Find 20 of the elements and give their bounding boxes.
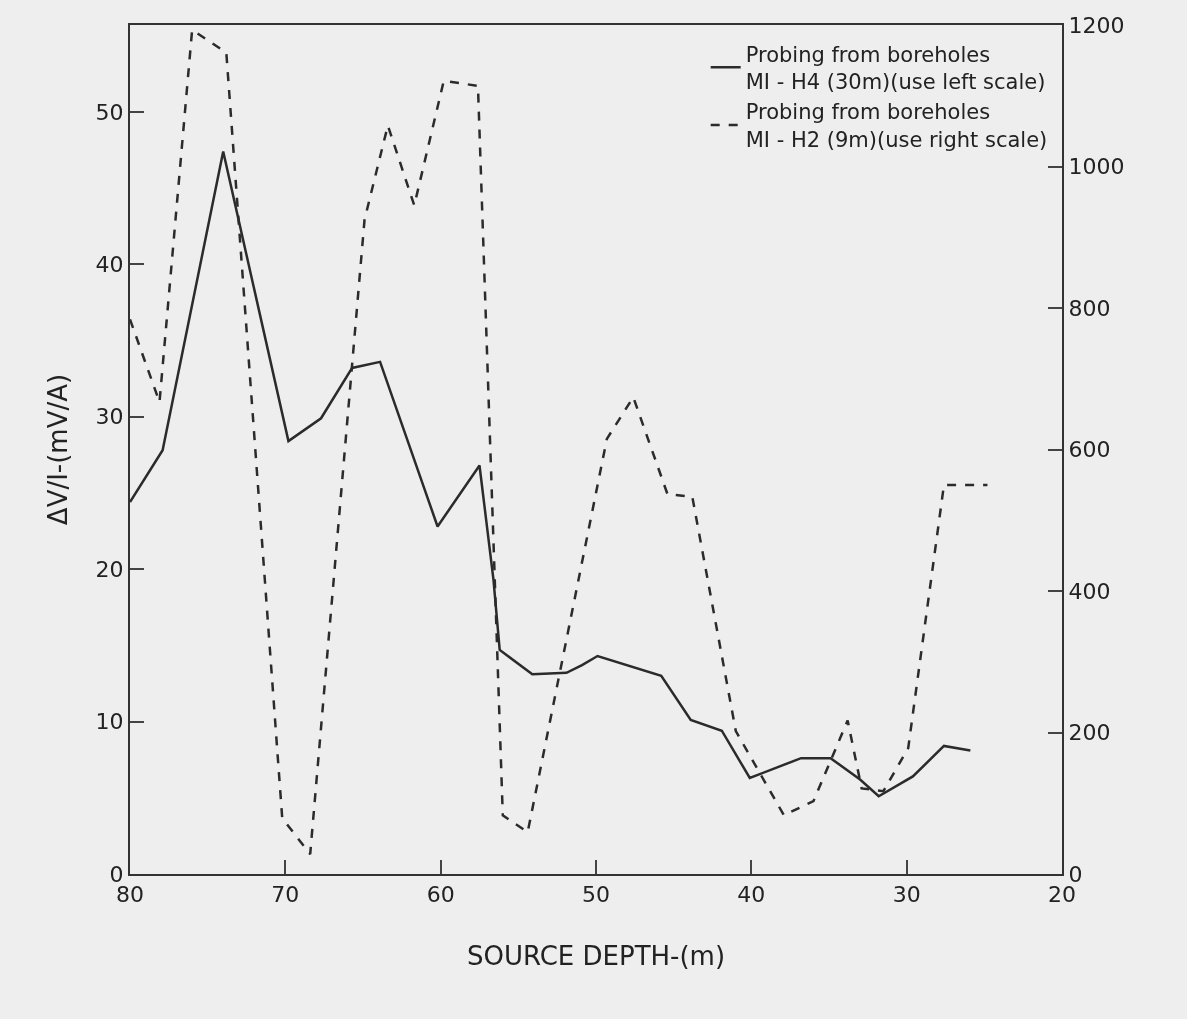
y2-tick-label: 200 xyxy=(1068,720,1111,746)
x-tick-label: 70 xyxy=(271,882,300,908)
legend-label: Probing from boreholes MI - H4 (30m)(use left scale) xyxy=(745,42,1046,95)
x-tick-label: 40 xyxy=(737,882,766,908)
y2-tick-label: 800 xyxy=(1068,295,1111,321)
y2-tick-label: 1200 xyxy=(1068,12,1125,38)
x-axis-title: SOURCE DEPTH-(m) xyxy=(466,940,726,971)
y2-tick-label: 1000 xyxy=(1068,154,1125,180)
y-tick-label: 50 xyxy=(95,99,124,125)
y-tick-label: 30 xyxy=(95,404,124,430)
x-tick-label: 30 xyxy=(892,882,921,908)
legend-label: Probing from boreholes MI - H2 (9m)(use right scale) xyxy=(745,100,1048,152)
x-tick-label: 60 xyxy=(426,882,455,908)
y-axis-title: ΔV/I-(mV/A) xyxy=(43,373,74,526)
x-tick-label: 50 xyxy=(582,882,610,908)
y-tick-label: 40 xyxy=(95,252,124,278)
y2-tick-label: 600 xyxy=(1068,437,1111,463)
y-tick-label: 20 xyxy=(95,556,124,582)
y2-tick-label: 400 xyxy=(1068,578,1111,604)
y-tick-label: 10 xyxy=(95,709,124,735)
